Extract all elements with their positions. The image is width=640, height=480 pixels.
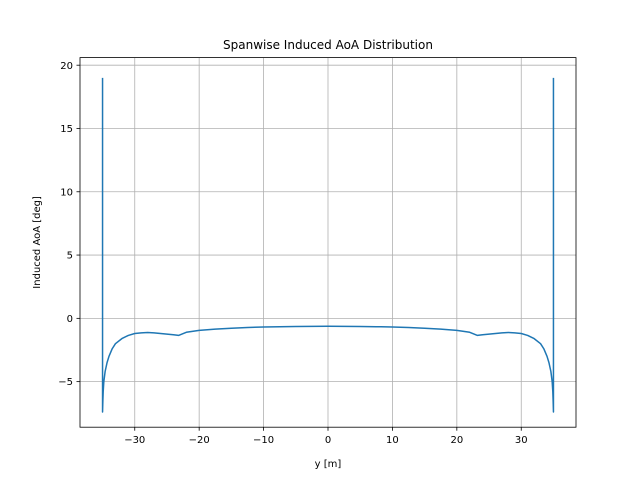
y-tick-label: 5 <box>67 251 73 262</box>
series-group <box>101 77 555 413</box>
x-tick-label: 10 <box>386 435 399 446</box>
y-tick-label: 10 <box>60 187 73 198</box>
x-tick-label: 30 <box>515 435 528 446</box>
x-tick-label: −10 <box>253 435 274 446</box>
x-tick-label: 20 <box>450 435 463 446</box>
x-axis: −30 −20 −10 0 10 20 30 <box>124 427 528 446</box>
y-tick-label: 20 <box>60 61 73 72</box>
y-tick-label: 0 <box>67 314 73 325</box>
y-tick-label: 15 <box>60 124 73 135</box>
chart-title: Spanwise Induced AoA Distribution <box>223 38 433 52</box>
y-tick-label: −5 <box>58 377 73 388</box>
x-tick-label: 0 <box>325 435 331 446</box>
grid <box>80 57 576 428</box>
y-axis: −5 0 5 10 15 20 <box>58 61 80 388</box>
x-axis-label: y [m] <box>315 459 342 470</box>
series-line <box>101 77 555 413</box>
x-tick-label: −30 <box>124 435 145 446</box>
x-tick-label: −20 <box>189 435 210 446</box>
y-axis-label: Induced AoA [deg] <box>32 196 43 289</box>
